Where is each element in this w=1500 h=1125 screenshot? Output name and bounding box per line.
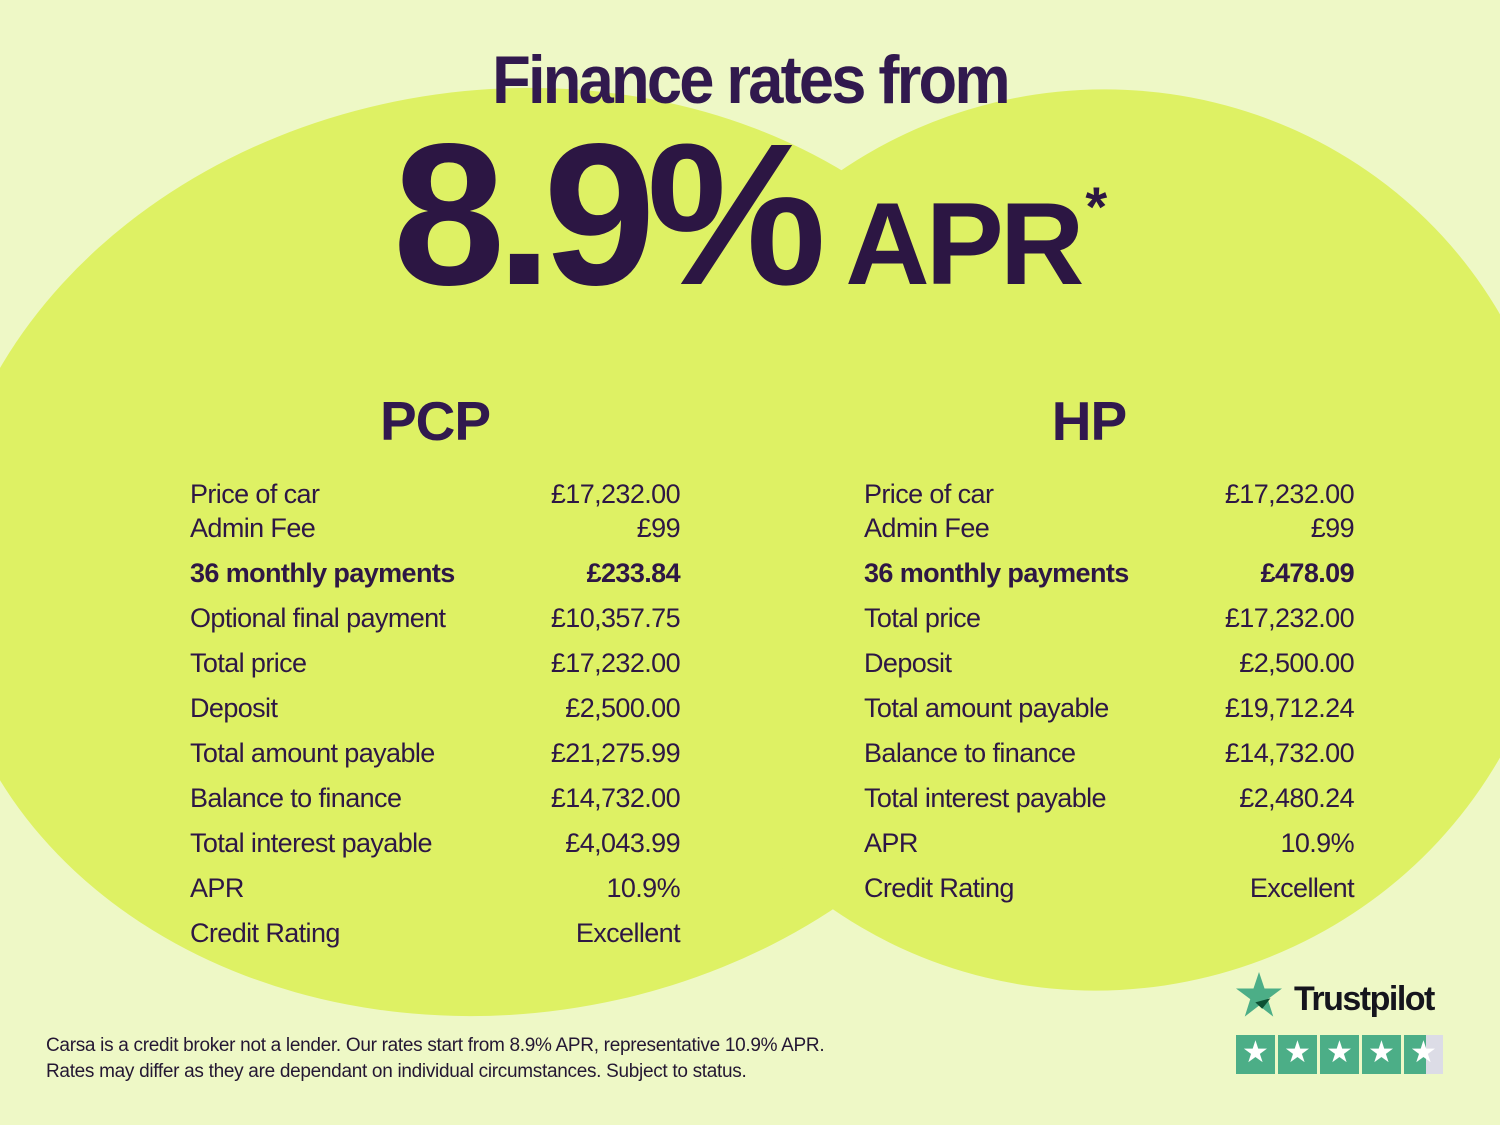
row-value: £2,500.00	[565, 693, 680, 723]
row-label: 36 monthly payments	[190, 558, 455, 588]
table-row: Total interest payable £2,480.24	[864, 782, 1355, 814]
row-label: Total interest payable	[190, 828, 433, 858]
table-row-monthly-payment: 36 monthly payments £233.84	[190, 557, 681, 589]
trustpilot-widget: Trustpilot ★ ★ ★ ★ ★	[1236, 971, 1448, 1074]
row-label: Total price	[190, 648, 307, 678]
pcp-table: PCP Price of car £17,232.00 Admin Fee £9…	[190, 390, 681, 962]
row-value: £17,232.00	[550, 648, 681, 678]
table-row: Credit Rating Excellent	[190, 917, 681, 949]
table-row: Price of car £17,232.00	[190, 478, 681, 510]
row-label: Admin Fee	[864, 513, 990, 543]
row-label: Balance to finance	[190, 783, 402, 813]
rating-star-box: ★	[1278, 1035, 1317, 1074]
table-row: Total price £17,232.00	[864, 602, 1355, 634]
row-value: £17,232.00	[1224, 479, 1355, 509]
headline-rate: 8.9% APR *	[0, 113, 1500, 315]
table-row: Balance to finance £14,732.00	[864, 737, 1355, 769]
table-row: Total interest payable £4,043.99	[190, 827, 681, 859]
row-label: 36 monthly payments	[864, 558, 1129, 588]
table-row: Balance to finance £14,732.00	[190, 782, 681, 814]
star-notch	[1255, 998, 1271, 1009]
row-value: 10.9%	[1280, 828, 1354, 858]
row-label: APR	[864, 828, 918, 858]
row-value: £17,232.00	[550, 479, 681, 509]
star-shape	[1236, 972, 1282, 1017]
rating-star-box: ★	[1320, 1035, 1359, 1074]
row-label: Total amount payable	[864, 693, 1109, 723]
star-icon: ★	[1284, 1035, 1311, 1070]
row-value: Excellent	[575, 918, 681, 948]
row-value: £10,357.75	[550, 603, 681, 633]
row-value: £19,712.24	[1224, 693, 1355, 723]
row-label: Total amount payable	[190, 738, 435, 768]
rating-star-box: ★	[1236, 1035, 1275, 1074]
row-label: Deposit	[190, 693, 278, 723]
table-row: Price of car £17,232.00	[864, 478, 1355, 510]
table-row-monthly-payment: 36 monthly payments £478.09	[864, 557, 1355, 589]
row-label: Total price	[864, 603, 981, 633]
star-icon: ★	[1410, 1035, 1437, 1070]
trustpilot-wordmark: Trustpilot	[1294, 980, 1435, 1018]
star-icon: ★	[1368, 1035, 1395, 1070]
disclaimer-line-2: Rates may differ as they are dependant o…	[46, 1061, 747, 1082]
row-value: £14,732.00	[550, 783, 681, 813]
row-value: £478.09	[1260, 558, 1355, 588]
table-row: Total amount payable £21,275.99	[190, 737, 681, 769]
row-label: Price of car	[190, 479, 320, 509]
table-row: Optional final payment £10,357.75	[190, 602, 681, 634]
row-label: Credit Rating	[864, 873, 1014, 903]
rate-unit: APR	[845, 178, 1084, 309]
trustpilot-star-icon	[1236, 972, 1282, 1018]
hp-heading: HP	[1051, 390, 1127, 452]
rating-star-box-half: ★	[1404, 1035, 1443, 1074]
row-label: Deposit	[864, 648, 952, 678]
row-value: £4,043.99	[565, 828, 680, 858]
row-value: £2,500.00	[1239, 648, 1354, 678]
row-value: 10.9%	[606, 873, 680, 903]
table-row: Deposit £2,500.00	[190, 692, 681, 724]
row-value: Excellent	[1249, 873, 1355, 903]
table-row: APR 10.9%	[190, 872, 681, 904]
row-label: APR	[190, 873, 244, 903]
row-value: £99	[636, 513, 681, 543]
page-title: Finance rates from	[492, 42, 1010, 118]
table-row: Admin Fee £99	[864, 512, 1355, 544]
trustpilot-rating-stars: ★ ★ ★ ★ ★	[1236, 1035, 1448, 1074]
pcp-heading: PCP	[379, 390, 491, 452]
row-label: Total interest payable	[864, 783, 1107, 813]
footnote-asterisk: *	[1085, 175, 1108, 238]
table-row: APR 10.9%	[864, 827, 1355, 859]
hp-table: HP Price of car £17,232.00 Admin Fee £99…	[864, 394, 1355, 917]
table-row: Admin Fee £99	[190, 512, 681, 544]
row-value: £2,480.24	[1239, 783, 1354, 813]
row-value: £233.84	[586, 558, 681, 588]
row-label: Optional final payment	[190, 603, 446, 633]
row-label: Price of car	[864, 479, 994, 509]
disclaimer-line-1: Carsa is a credit broker not a lender. O…	[46, 1035, 825, 1056]
rate-value: 8.9%	[392, 101, 826, 327]
table-row: Total amount payable £19,712.24	[864, 692, 1355, 724]
trustpilot-logo: Trustpilot	[1236, 971, 1448, 1019]
row-label: Balance to finance	[864, 738, 1076, 768]
legal-disclaimer: Carsa is a credit broker not a lender. O…	[46, 1033, 825, 1085]
table-row: Credit Rating Excellent	[864, 872, 1355, 904]
table-row: Total price £17,232.00	[190, 647, 681, 679]
row-value: £17,232.00	[1224, 603, 1355, 633]
star-icon: ★	[1242, 1035, 1269, 1070]
row-value: £21,275.99	[550, 738, 681, 768]
rating-star-box: ★	[1362, 1035, 1401, 1074]
row-label: Admin Fee	[190, 513, 316, 543]
row-value: £99	[1310, 513, 1355, 543]
star-icon: ★	[1326, 1035, 1353, 1070]
row-value: £14,732.00	[1224, 738, 1355, 768]
row-label: Credit Rating	[190, 918, 340, 948]
table-row: Deposit £2,500.00	[864, 647, 1355, 679]
